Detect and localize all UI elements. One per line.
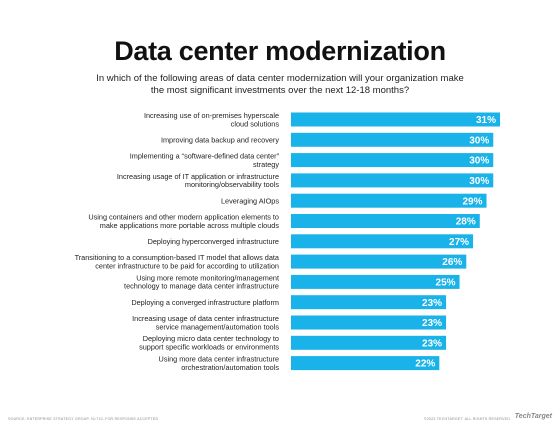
bar-9 <box>291 295 447 310</box>
bar-value-label-8: 25% <box>436 278 456 289</box>
bar-5 <box>291 214 480 228</box>
category-label-6: Deploying hyperconverged infrastructure <box>148 237 279 246</box>
bar-value-label-10: 23% <box>422 318 442 329</box>
bar-value-label-9: 23% <box>422 298 442 309</box>
source-note: SOURCE: ENTERPRISE STRATEGY GROUP, N=710… <box>8 417 159 421</box>
bar-value-label-7: 26% <box>442 257 462 268</box>
category-label-7: Transitioning to a consumption-based IT … <box>75 253 280 270</box>
category-label-1: Improving data backup and recovery <box>161 135 279 144</box>
bar-2 <box>291 153 494 168</box>
bar-value-label-1: 30% <box>469 135 489 146</box>
category-label-2: Implementing a “software-defined data ce… <box>130 152 280 169</box>
category-label-11: Deploying micro data center technology t… <box>139 334 279 351</box>
bar-8 <box>291 274 460 289</box>
category-label-8: Using more remote monitoring/management t… <box>124 273 279 290</box>
category-label-3: Increasing usage of IT application or in… <box>117 172 279 189</box>
bar-value-label-5: 28% <box>456 217 476 228</box>
category-label-9: Deploying a converged infrastructure pla… <box>131 298 279 307</box>
bar-11 <box>291 335 447 350</box>
bar-value-label-0: 31% <box>476 115 496 126</box>
chart-title: Data center modernization <box>114 36 446 66</box>
bar-0 <box>291 112 500 127</box>
bar-chart: 31% Increasing use of on-premises hypersc… <box>75 111 500 372</box>
bar-value-label-4: 29% <box>463 196 483 207</box>
category-label-12: Using more data center infrastructure orc… <box>159 355 280 372</box>
bar-value-label-2: 30% <box>469 156 489 167</box>
bar-7 <box>291 254 467 269</box>
bar-value-label-6: 27% <box>449 237 469 248</box>
chart-subtitle: In which of the following areas of data … <box>96 73 464 96</box>
techtarget-logo: TechTarget <box>514 413 552 420</box>
bar-6 <box>291 234 474 249</box>
bar-4 <box>291 193 487 208</box>
bar-3 <box>291 173 494 188</box>
bar-value-label-11: 23% <box>422 338 442 349</box>
category-label-10: Increasing usage of data center infrastr… <box>132 314 279 331</box>
category-label-5: Using containers and other modern applic… <box>88 212 279 229</box>
bar-12 <box>291 356 440 371</box>
category-label-0: Increasing use of on-premises hyperscale… <box>144 111 279 128</box>
bar-1 <box>291 132 494 147</box>
category-label-4: Leveraging AIOps <box>221 196 279 205</box>
bar-value-label-3: 30% <box>469 176 489 187</box>
bar-value-label-12: 22% <box>415 359 435 370</box>
bar-10 <box>291 315 447 330</box>
copyright-note: ©2023 TECHTARGET. ALL RIGHTS RESERVED <box>423 417 510 421</box>
